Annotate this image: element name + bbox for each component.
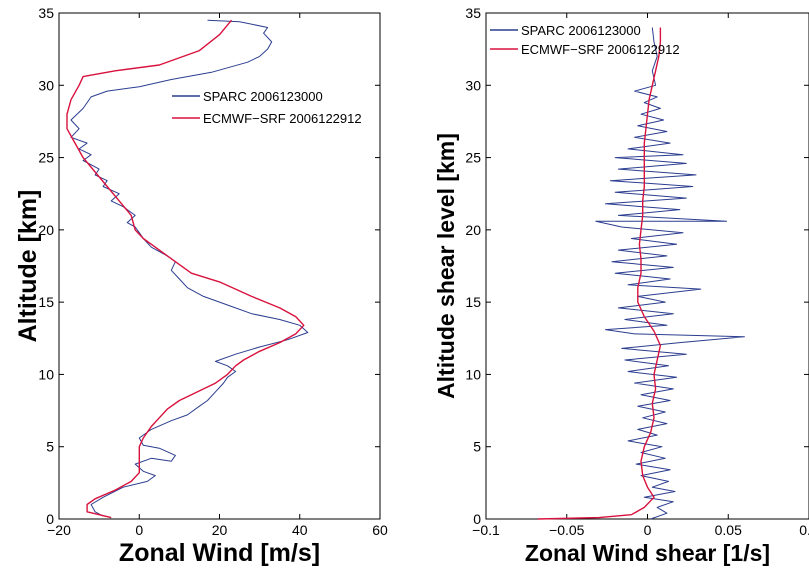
series-line-sparc	[595, 27, 745, 520]
x-axis-title: Zonal Wind [m/s]	[119, 539, 320, 567]
y-tick-label: 20	[465, 222, 481, 238]
x-tick-label: 0.05	[715, 522, 742, 538]
y-tick-label: 30	[38, 77, 54, 93]
x-axis-title: Zonal Wind shear [1/s]	[525, 540, 770, 566]
y-tick-label: 30	[465, 77, 481, 93]
legend-label: SPARC 2006123000	[521, 23, 641, 38]
y-tick-label: 35	[465, 5, 481, 21]
y-tick-label: 10	[38, 366, 54, 382]
series-line-ecmwf	[66, 19, 305, 519]
y-tick-label: 25	[465, 150, 481, 166]
x-tick-label: −0.1	[472, 522, 500, 538]
y-tick-label: 25	[38, 150, 54, 166]
y-tick-label: 5	[46, 439, 54, 455]
legend-label: ECMWF−SRF 2006122912	[203, 111, 362, 126]
y-tick-label: 35	[38, 5, 54, 21]
x-tick-label: 60	[372, 522, 388, 538]
plot-frame	[58, 12, 381, 520]
y-axis-title: Altitude [km]	[14, 190, 42, 343]
x-tick-label: 0	[644, 522, 652, 538]
y-tick-label: 5	[473, 439, 481, 455]
x-tick-label: 20	[212, 522, 228, 538]
x-tick-label: −0.05	[549, 522, 585, 538]
legend-label: SPARC 2006123000	[203, 89, 323, 104]
series-line-sparc	[70, 19, 309, 517]
y-tick-label: 0	[473, 511, 481, 527]
plot-frame	[485, 12, 809, 520]
legend-label: ECMWF−SRF 2006122912	[521, 42, 680, 57]
x-tick-label: 0.1	[799, 522, 809, 538]
y-axis-title: Altitude shear level [km]	[433, 133, 459, 399]
x-tick-label: 0	[135, 522, 143, 538]
series-line-ecmwf	[537, 27, 662, 520]
x-tick-label: 40	[292, 522, 308, 538]
y-tick-label: 15	[465, 294, 481, 310]
y-tick-label: 10	[465, 366, 481, 382]
x-tick-label: −20	[47, 522, 71, 538]
y-tick-label: 15	[38, 294, 54, 310]
y-tick-label: 20	[38, 222, 54, 238]
chart-panel-2: −0.1 −0.05 0 0.05 0.1 0 5 10 15 20 25 30 35 SPARC 200…	[433, 5, 809, 566]
y-tick-label: 0	[46, 511, 54, 527]
